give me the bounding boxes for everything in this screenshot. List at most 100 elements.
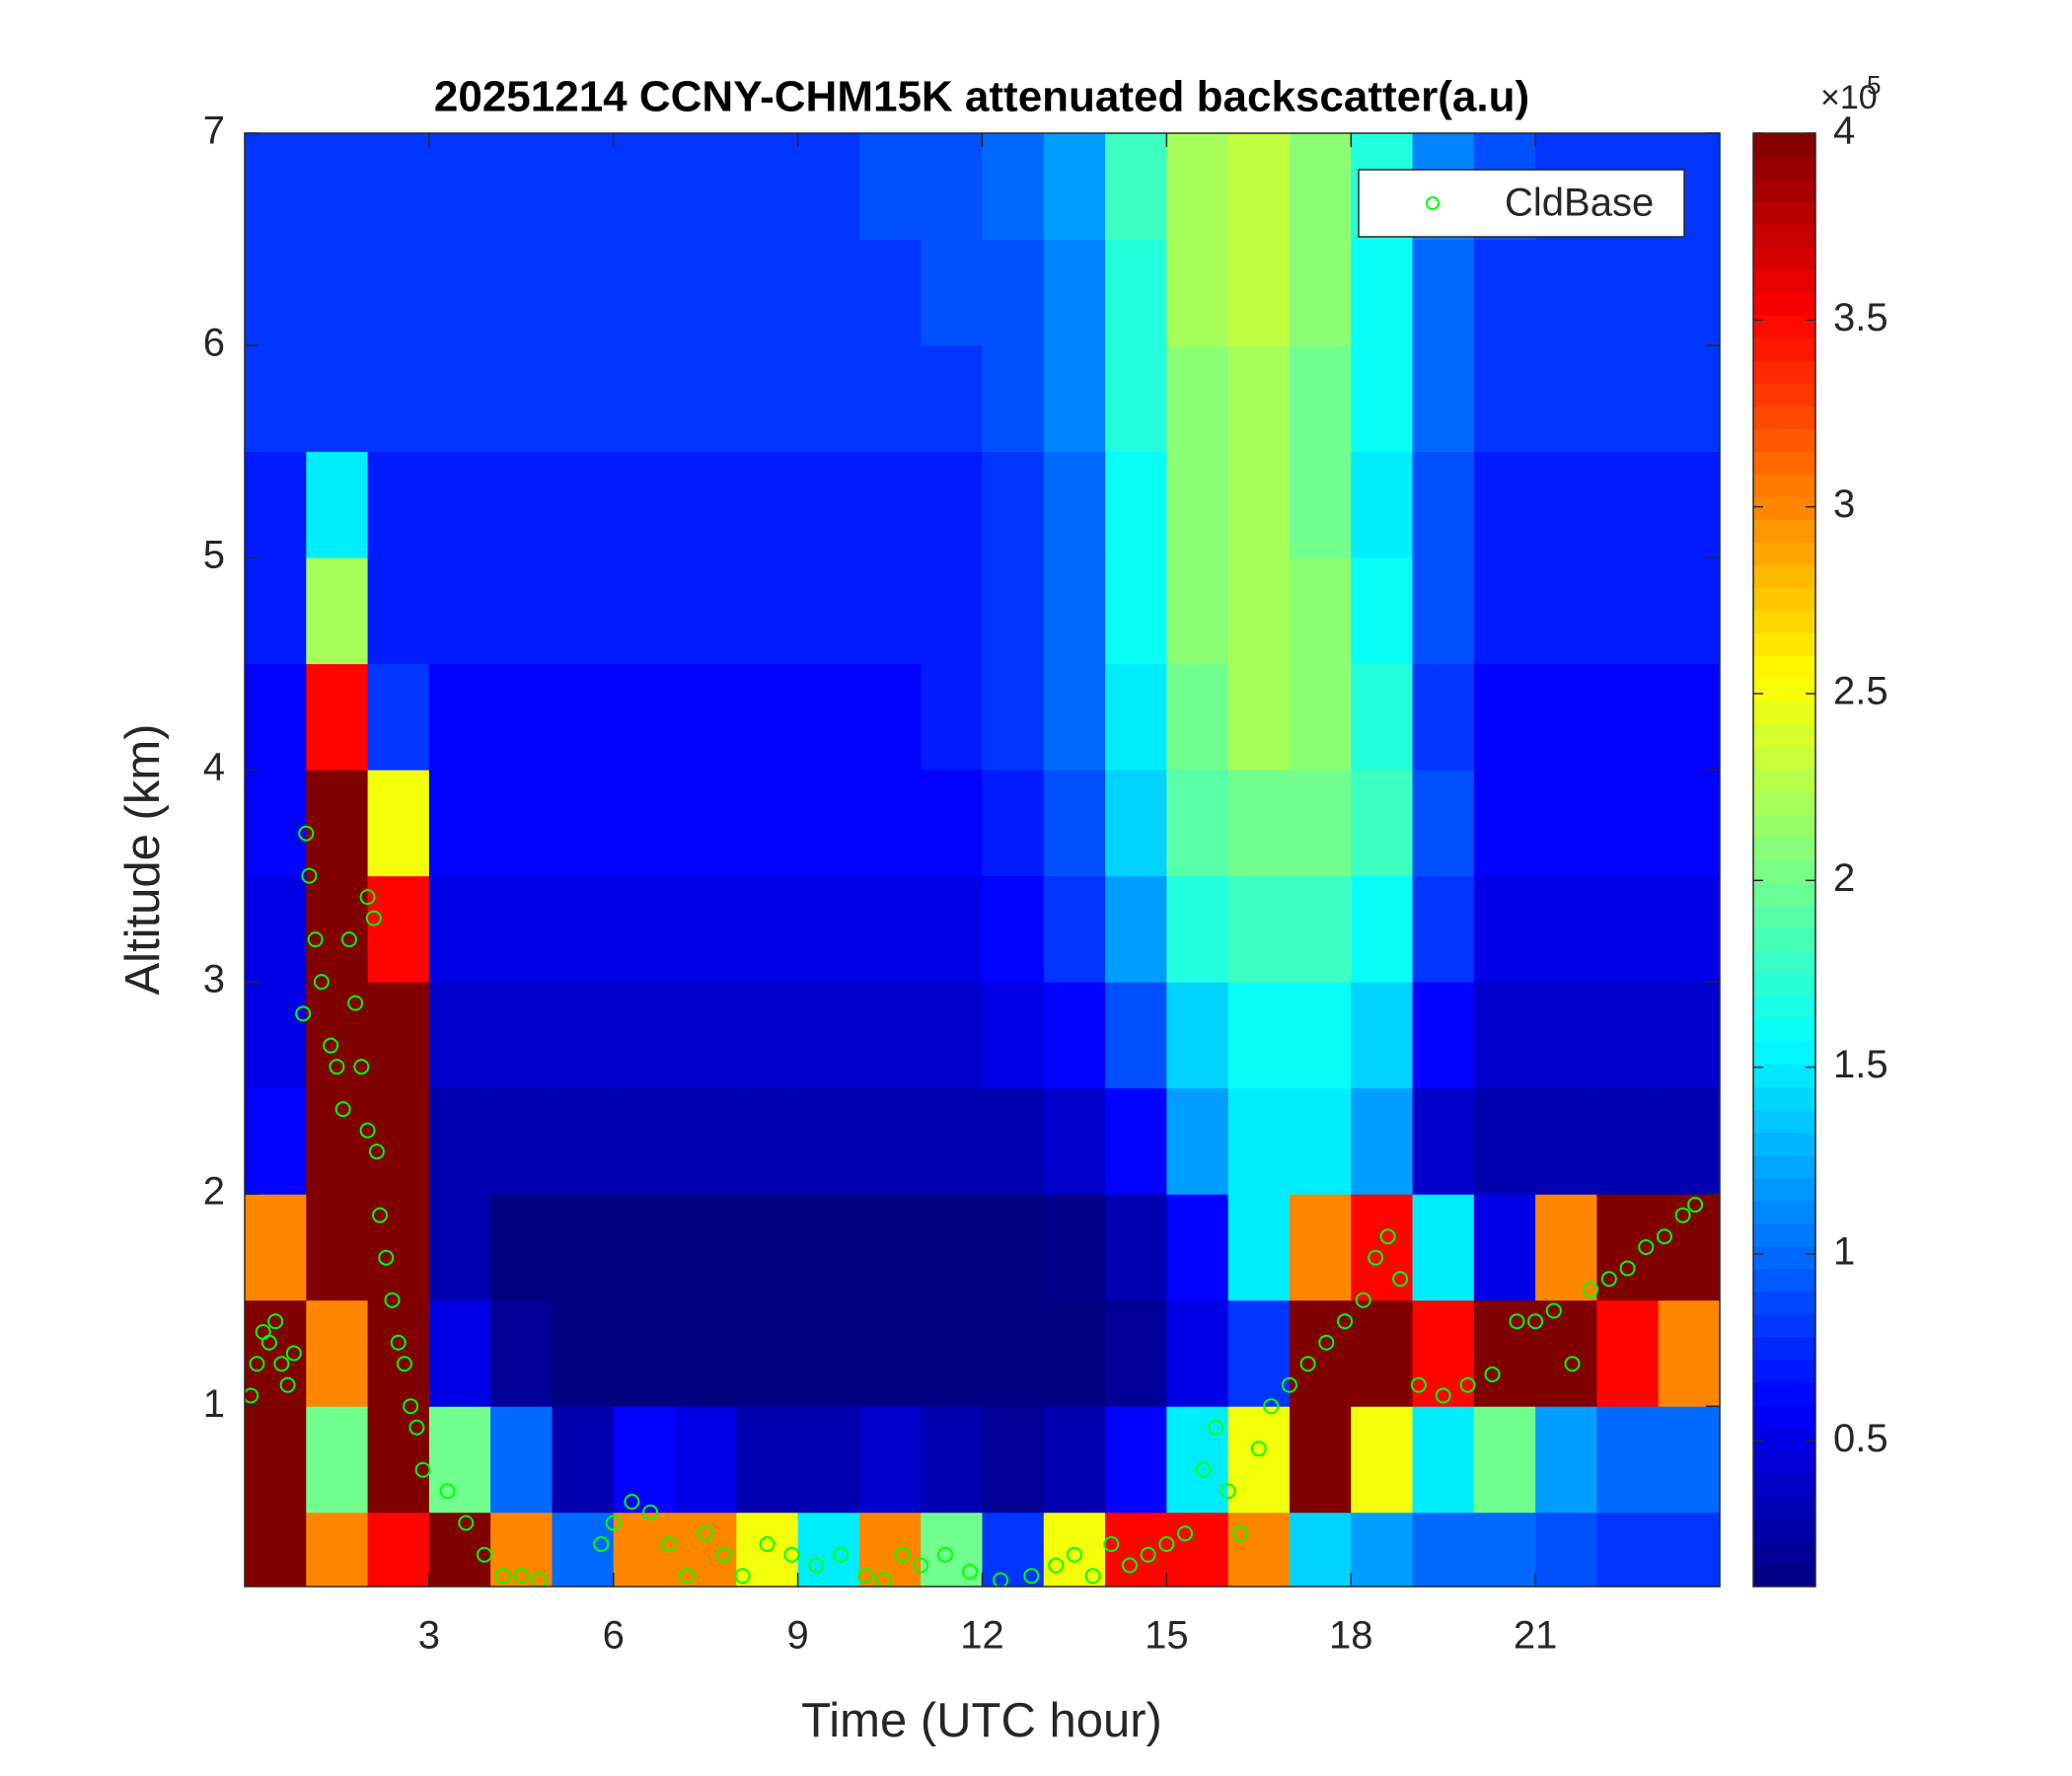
colorbar-segment (1753, 451, 1815, 475)
heatmap-cell (1351, 1299, 1414, 1407)
heatmap-cell (797, 345, 860, 453)
heatmap-cell (1473, 1194, 1536, 1301)
colorbar-segment (1753, 1313, 1815, 1338)
heatmap-cell (1043, 982, 1106, 1089)
heatmap-cell (1351, 663, 1414, 771)
heatmap-cell (552, 1087, 615, 1195)
y-tick-label: 1 (203, 1382, 225, 1426)
heatmap-cell (1043, 345, 1106, 453)
heatmap (245, 133, 1720, 1587)
heatmap-cell (1658, 663, 1720, 771)
colorbar-segment (1753, 1517, 1815, 1542)
cloud-base-point (1066, 1546, 1082, 1563)
cloud-base-point (1337, 1313, 1354, 1330)
heatmap-cell (921, 1299, 983, 1407)
heatmap-cell (1289, 1406, 1352, 1514)
cloud-base-point (245, 1387, 259, 1404)
heatmap-cell (552, 1194, 615, 1301)
cloud-base-point (734, 1568, 751, 1585)
y-axis-label: Altitude (km) (116, 723, 170, 995)
heatmap-cell (552, 982, 615, 1089)
heatmap-cell (1105, 133, 1167, 241)
heatmap-cell (552, 1512, 615, 1587)
cloud-base-point (1545, 1302, 1562, 1319)
cloud-base-point (513, 1568, 530, 1585)
heatmap-cell (1166, 1406, 1229, 1514)
colorbar-segment (1753, 950, 1815, 975)
heatmap-cell (245, 663, 307, 771)
colorbar-segment (1753, 1540, 1815, 1565)
colorbar-segment (1753, 769, 1815, 792)
heatmap-cell (306, 1299, 369, 1407)
cloud-base-point (1435, 1387, 1451, 1404)
colorbar-segment (1753, 701, 1815, 724)
colorbar-segment (1753, 179, 1815, 202)
colorbar-segment (1753, 746, 1815, 770)
heatmap-cell (613, 663, 676, 771)
colorbar-segment (1753, 360, 1815, 384)
heatmap-cell (797, 239, 860, 346)
heatmap-cell (1535, 663, 1597, 771)
heatmap-cell (675, 239, 737, 346)
heatmap-cell (613, 451, 676, 558)
x-tick-label: 15 (1145, 1614, 1189, 1658)
colorbar-segment (1753, 542, 1815, 565)
colorbar-tick-label: 3 (1833, 482, 1855, 526)
heatmap-cell (1105, 663, 1167, 771)
heatmap-cell (736, 1194, 799, 1301)
heatmap-cell (1596, 239, 1660, 346)
cloud-base-point (605, 1515, 622, 1531)
colorbar-segment (1753, 1359, 1815, 1383)
heatmap-cell (982, 875, 1045, 983)
x-axis-label: Time (UTC hour) (801, 1694, 1162, 1747)
heatmap-cell (552, 557, 615, 665)
heatmap-cell (367, 133, 430, 241)
colorbar-segment (1753, 587, 1815, 611)
heatmap-cell (858, 770, 922, 877)
heatmap-cell (1351, 1406, 1414, 1514)
x-tick-label: 6 (603, 1614, 625, 1658)
heatmap-cell (428, 663, 491, 771)
colorbar-segment (1753, 1222, 1815, 1247)
heatmap-cell (306, 875, 369, 983)
y-tick-label: 5 (203, 534, 225, 577)
heatmap-cell (367, 239, 430, 346)
heatmap-cell (367, 1194, 430, 1301)
heatmap-cell (1043, 663, 1106, 771)
cloud-base-point (1379, 1228, 1396, 1245)
heatmap-cell (490, 451, 553, 558)
heatmap-cell (1412, 345, 1475, 453)
heatmap-cell (1473, 875, 1536, 983)
colorbar-segment (1753, 1268, 1815, 1293)
heatmap-cell (736, 1299, 799, 1407)
heatmap-cell (675, 1406, 737, 1514)
heatmap-cell (797, 1512, 860, 1587)
scatter-layer (245, 825, 1704, 1587)
heatmap-cell (1166, 133, 1229, 241)
heatmap-cell (367, 451, 430, 558)
cloud-base-point (1208, 1419, 1224, 1436)
colorbar-segment (1753, 474, 1815, 497)
heatmap-cell (428, 770, 491, 877)
heatmap-cell (858, 982, 922, 1089)
heatmap-cell (1351, 345, 1414, 453)
heatmap-cell (1596, 770, 1660, 877)
colorbar-segment (1753, 428, 1815, 452)
heatmap-cell (1105, 1087, 1167, 1195)
heatmap-cell (858, 875, 922, 983)
heatmap-cell (428, 133, 491, 241)
heatmap-cell (858, 133, 922, 241)
heatmap-cell (1596, 1299, 1660, 1407)
colorbar-segment (1753, 610, 1815, 633)
heatmap-cell (1105, 345, 1167, 453)
heatmap-cell (1227, 663, 1291, 771)
heatmap-cell (1166, 770, 1229, 877)
heatmap-cell (1105, 1299, 1167, 1407)
cloud-base-point (1392, 1271, 1409, 1288)
heatmap-cell (245, 1194, 307, 1301)
cloud-base-point (1048, 1557, 1065, 1574)
heatmap-cell (1166, 875, 1229, 983)
heatmap-cell (1105, 557, 1167, 665)
heatmap-cell (490, 982, 553, 1089)
